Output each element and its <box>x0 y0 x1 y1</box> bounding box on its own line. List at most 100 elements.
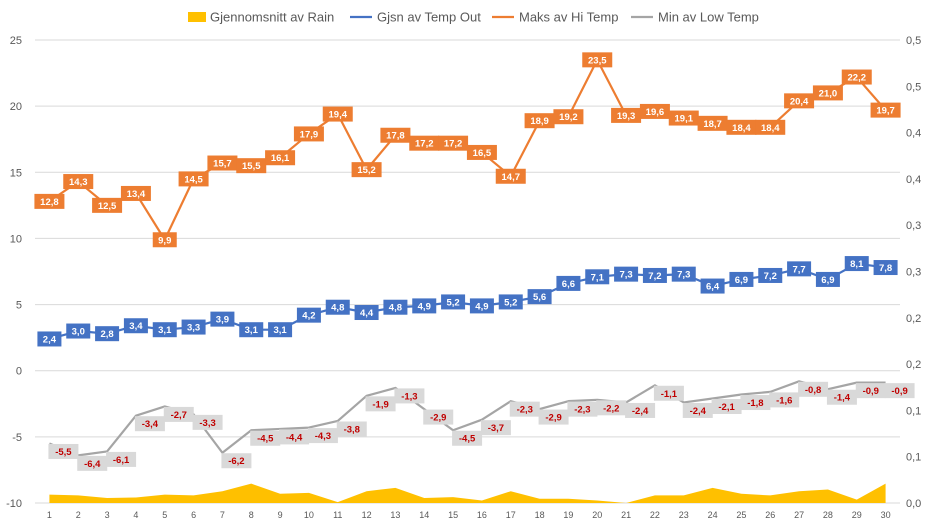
data-label: 6,4 <box>706 282 720 293</box>
y-left-tick-label: -10 <box>6 498 22 510</box>
data-label-box <box>192 414 223 430</box>
data-label: 12,8 <box>40 197 59 208</box>
data-label-box <box>120 185 151 201</box>
x-tick-label: 28 <box>823 510 833 520</box>
data-label-box <box>383 299 408 315</box>
data-label: 18,4 <box>761 123 780 134</box>
data-label-box <box>538 409 569 425</box>
data-label-box <box>34 193 65 209</box>
data-label-box <box>870 102 901 118</box>
y-right-tick-label: 0,5 <box>906 81 921 93</box>
x-tick-label: 22 <box>650 510 660 520</box>
data-label: 19,3 <box>617 111 636 122</box>
legend-swatch-rain <box>188 12 206 22</box>
data-label-box <box>614 266 639 282</box>
data-label: 14,7 <box>502 172 521 183</box>
data-label: -1,6 <box>776 395 792 406</box>
y-left-tick-label: 10 <box>10 233 22 245</box>
data-label-box <box>873 260 898 276</box>
data-label: 20,4 <box>790 96 809 107</box>
data-label: 15,2 <box>357 165 376 176</box>
data-label: 3,4 <box>129 321 143 332</box>
data-label: 4,9 <box>475 301 488 312</box>
data-label: -1,8 <box>747 398 763 409</box>
data-label: 17,2 <box>444 139 463 150</box>
x-tick-label: 18 <box>535 510 545 520</box>
data-label: -2,3 <box>517 405 533 416</box>
data-label: 3,3 <box>187 323 200 334</box>
y-left-tick-label: 25 <box>10 35 22 47</box>
y-right-tick-label: 0,1 <box>906 405 921 417</box>
data-label: 17,8 <box>386 131 405 142</box>
data-label: 19,6 <box>646 107 665 118</box>
data-label: 17,9 <box>300 129 319 140</box>
data-label-box <box>585 269 610 285</box>
data-label: 5,2 <box>446 297 459 308</box>
x-tick-label: 26 <box>765 510 775 520</box>
data-label: 8,1 <box>850 259 864 270</box>
data-label: -3,7 <box>488 423 504 434</box>
x-tick-label: 7 <box>220 510 225 520</box>
data-label-box <box>815 271 840 287</box>
data-label-box <box>236 158 267 174</box>
data-label-box <box>812 85 843 101</box>
data-label-box <box>466 144 497 160</box>
data-label-box <box>163 406 194 422</box>
data-label: 3,1 <box>158 325 172 336</box>
data-label: -4,3 <box>315 431 331 442</box>
data-label: -6,2 <box>228 456 244 467</box>
legend-entry: Maks av Hi Temp <box>519 10 618 25</box>
data-label: 5,2 <box>504 297 517 308</box>
data-label: 4,8 <box>389 303 402 314</box>
data-label: -6,4 <box>84 459 101 470</box>
data-label-box <box>336 421 367 437</box>
data-label-box <box>524 113 555 129</box>
x-tick-label: 15 <box>448 510 458 520</box>
data-label-box <box>279 429 310 445</box>
data-label: 7,7 <box>792 264 805 275</box>
data-label: -0,8 <box>805 385 821 396</box>
data-label: -1,4 <box>834 393 851 404</box>
data-label: 19,4 <box>329 110 348 121</box>
data-label: 3,9 <box>216 315 229 326</box>
data-label-box <box>77 455 108 471</box>
data-label: 7,3 <box>677 270 690 281</box>
y-left-tick-label: 5 <box>16 300 22 312</box>
y-right-tick-label: 0,3 <box>906 267 921 279</box>
y-right-tick-label: 0,5 <box>906 35 921 47</box>
data-label: -3,3 <box>199 418 215 429</box>
data-label-box <box>152 322 177 338</box>
data-label: 6,9 <box>821 275 834 286</box>
data-label-box <box>123 318 148 334</box>
y-right-tick-label: 0,3 <box>906 220 921 232</box>
data-label: 3,0 <box>72 327 85 338</box>
data-label: 18,9 <box>530 116 549 127</box>
data-label-box <box>556 275 581 291</box>
y-right-tick-label: 0,4 <box>906 174 921 186</box>
data-label: 4,2 <box>302 311 315 322</box>
data-label: 6,6 <box>562 279 575 290</box>
data-label-box <box>207 155 238 171</box>
data-label: -1,1 <box>661 389 678 400</box>
data-label-box <box>729 271 754 287</box>
data-label-box <box>527 289 552 305</box>
data-label-box <box>106 451 137 467</box>
data-label-box <box>495 168 526 184</box>
data-label: 23,5 <box>588 55 607 66</box>
data-label: 14,5 <box>184 174 203 185</box>
legend-entry: Gjennomsnitt av Rain <box>210 10 334 25</box>
data-label-box <box>307 428 338 444</box>
data-label-box <box>884 383 915 399</box>
data-label-box <box>325 299 350 315</box>
data-label: 13,4 <box>127 189 146 200</box>
data-label-box <box>469 298 494 314</box>
data-label-box <box>322 106 353 122</box>
data-label: -2,9 <box>430 413 446 424</box>
data-label-box <box>134 416 165 432</box>
data-label-box <box>37 331 62 347</box>
data-label-box <box>452 430 483 446</box>
x-tick-label: 5 <box>162 510 167 520</box>
data-label: 2,4 <box>43 334 57 345</box>
y-left-tick-label: 20 <box>10 101 22 113</box>
